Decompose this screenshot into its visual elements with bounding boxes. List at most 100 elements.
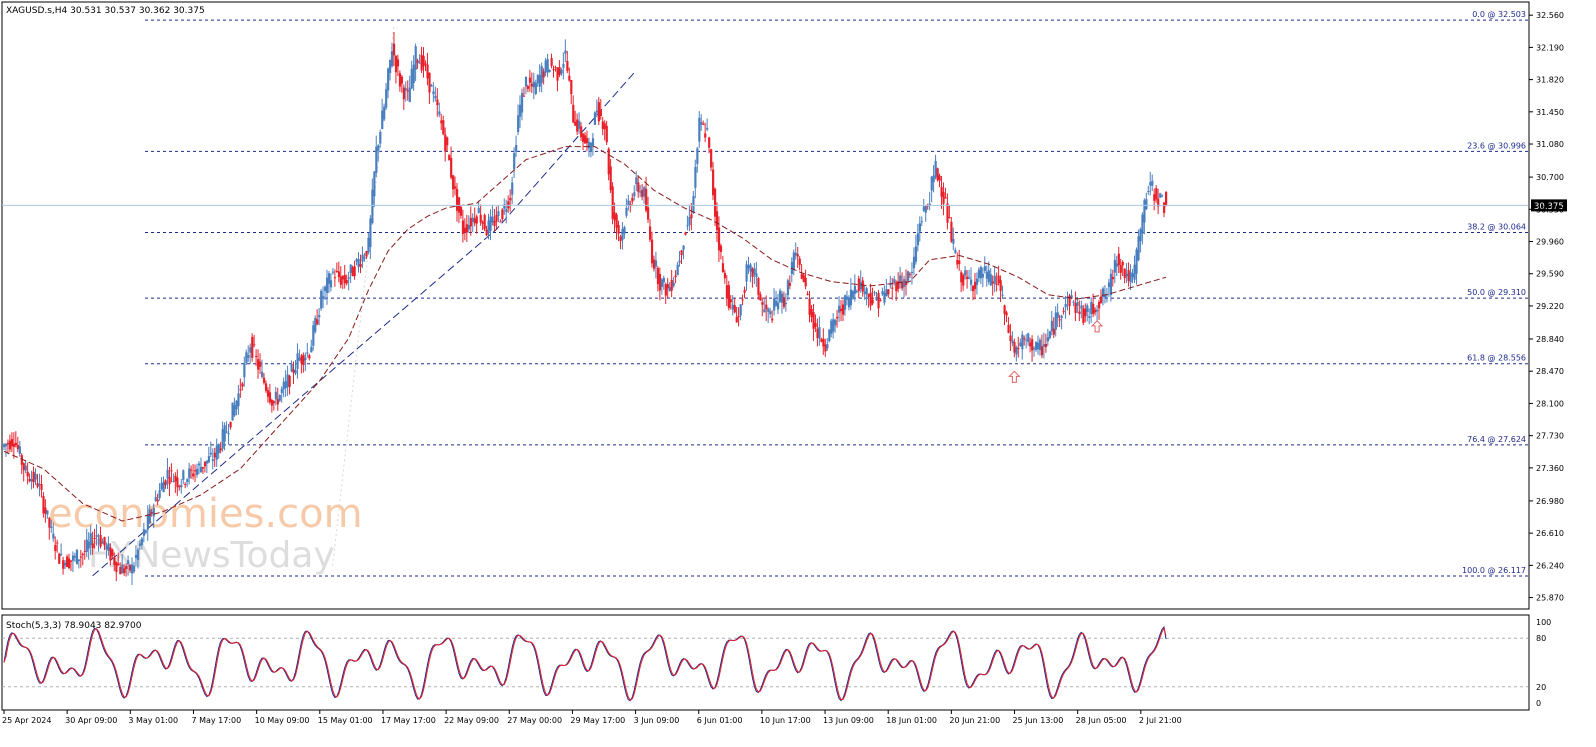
candle [150, 508, 153, 517]
candle [520, 88, 524, 121]
candle [668, 282, 671, 292]
candle [784, 293, 788, 312]
candle [769, 307, 772, 319]
symbol-info: XAGUSD.s,H4 30.531 30.537 30.362 30.375 [6, 6, 205, 16]
candle [495, 206, 498, 229]
candle [1119, 258, 1122, 280]
candle [304, 352, 307, 372]
candle [1064, 295, 1067, 319]
candle [780, 290, 784, 314]
candle [434, 86, 437, 102]
candle [446, 136, 449, 151]
candle [962, 273, 965, 291]
candle [1082, 304, 1085, 326]
candle [818, 316, 821, 346]
candle [828, 328, 831, 343]
candle [956, 252, 959, 269]
stoch-d-line [3, 626, 1167, 701]
candle [194, 464, 197, 483]
candle [225, 421, 228, 434]
fib-label-1: 23.6 @ 30.996 [1467, 141, 1526, 150]
candle [773, 288, 776, 316]
candle [276, 387, 279, 411]
candle [280, 386, 283, 403]
candle [1088, 308, 1091, 325]
candle [170, 463, 173, 483]
candle [408, 75, 411, 103]
candle [245, 349, 248, 366]
candle [123, 564, 126, 576]
candle [1123, 268, 1126, 284]
candle [1019, 338, 1022, 347]
candle [367, 232, 370, 255]
candle [946, 193, 949, 230]
candle [337, 261, 341, 283]
candle [272, 400, 276, 411]
candle [1007, 317, 1010, 334]
candle [387, 67, 390, 99]
candle [440, 113, 443, 130]
candle [763, 297, 766, 313]
candle [268, 383, 272, 405]
candle [166, 458, 169, 489]
candle [284, 370, 287, 397]
candle [223, 422, 226, 451]
candle [568, 67, 571, 82]
candle [920, 216, 923, 227]
candle [1111, 269, 1115, 287]
candle [144, 529, 148, 535]
candle [887, 289, 890, 298]
candle [834, 318, 837, 333]
candle [792, 249, 795, 276]
candle [290, 360, 293, 373]
candle [698, 111, 701, 148]
candle [129, 564, 132, 574]
candle [454, 176, 457, 196]
candle [400, 75, 404, 93]
candle [243, 356, 246, 387]
candle [3, 442, 6, 451]
up-arrow-icon [1008, 370, 1021, 383]
candle [930, 176, 933, 203]
candle [584, 132, 587, 144]
candle [613, 202, 616, 233]
candle [873, 290, 876, 296]
candle [627, 194, 630, 211]
candle [32, 466, 35, 489]
candle [794, 242, 797, 260]
candle [566, 51, 569, 74]
candle [548, 69, 551, 73]
candle [737, 307, 740, 327]
candle [519, 95, 522, 128]
candle [739, 303, 742, 321]
candle [778, 288, 782, 304]
candle [1125, 262, 1128, 283]
candle [759, 291, 762, 302]
candle [156, 493, 159, 506]
trend-line [92, 24, 635, 577]
candle [562, 52, 565, 80]
candle [444, 127, 447, 162]
candle [863, 284, 866, 300]
candle [22, 462, 25, 482]
candle [1054, 306, 1057, 337]
candle [1072, 300, 1075, 307]
candle [383, 103, 386, 122]
candlesticks [3, 32, 1168, 586]
candle [1147, 185, 1150, 195]
candle [339, 266, 342, 289]
candle [944, 187, 947, 199]
candle [473, 207, 476, 227]
candle [1098, 299, 1101, 320]
candle [385, 82, 388, 111]
candle [1094, 307, 1097, 316]
candle [199, 457, 203, 473]
candle [1096, 304, 1099, 323]
x-tick-label-13: 13 Jun 09:00 [823, 716, 874, 725]
candle [1107, 278, 1111, 297]
candle [28, 473, 31, 483]
x-tick-label-16: 25 Jun 13:00 [1013, 716, 1064, 725]
candle [379, 129, 382, 148]
candle [178, 484, 181, 491]
